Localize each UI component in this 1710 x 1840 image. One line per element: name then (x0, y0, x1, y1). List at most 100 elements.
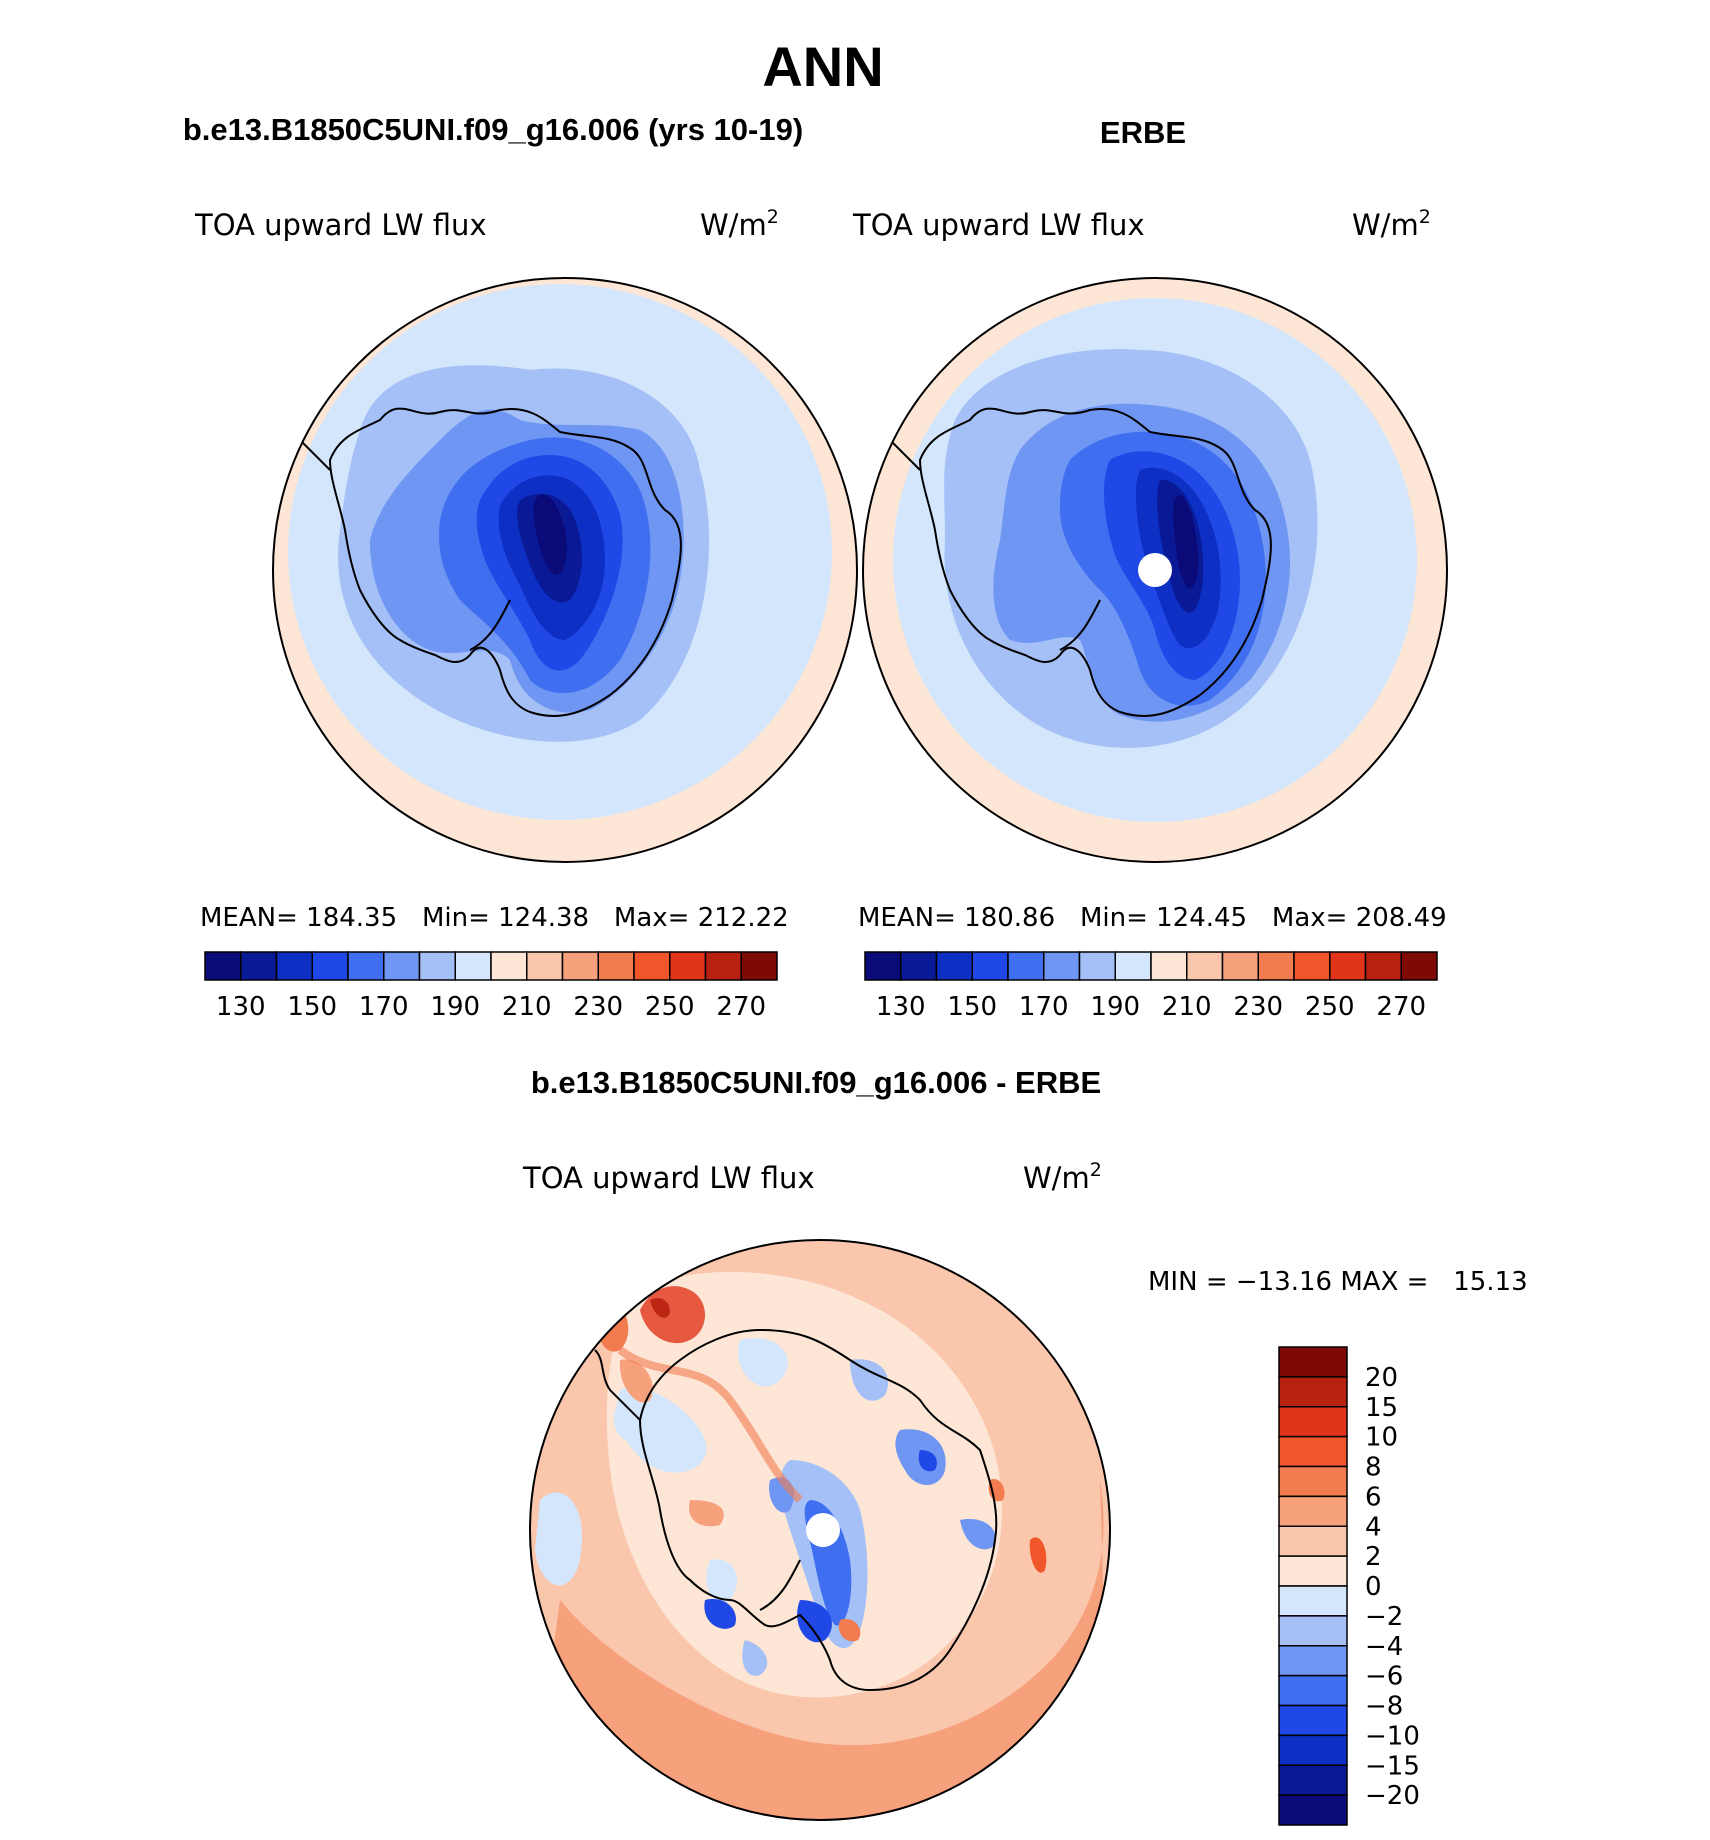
panel-diff-map-frame (529, 1239, 1111, 1821)
panel-model-colorbar-tick-label: 170 (359, 992, 409, 1022)
panel-diff-header: b.e13.B1850C5UNI.f09_g16.006 - ERBE (531, 1065, 1101, 1100)
panel-obs-colorbar-box (1257, 951, 1295, 981)
panel-model-map (273, 278, 857, 862)
panel-model-colorbar-tick-label: 250 (645, 992, 695, 1022)
panel-diff-colorbar-tick-label: 0 (1365, 1572, 1382, 1602)
panel-diff-colorbar-tick-label: −8 (1365, 1692, 1403, 1722)
panel-model-colorbar-box (490, 951, 528, 981)
panel-obs-colorbar-box (1400, 951, 1438, 981)
panel-model-colorbar-box (240, 951, 278, 981)
panel-model-units-exp: 2 (767, 206, 779, 228)
panel-model: b.e13.B1850C5UNI.f09_g16.006 (yrs 10-19)… (183, 112, 858, 1022)
panel-obs-colorbar-tick-label: 130 (876, 992, 926, 1022)
panel-model-colorbar-tick-label: 230 (573, 992, 623, 1022)
panel-obs-mean-label: MEAN= (858, 903, 956, 933)
panel-obs-stats: MEAN= 180.86 Min= 124.45 Max= 208.49 (858, 903, 1447, 933)
panel-diff-map (530, 1240, 1110, 1820)
panel-obs-colorbar-tick-label: 230 (1233, 992, 1283, 1022)
figure-title: ANN (762, 35, 883, 98)
panel-obs-max-label: Max= (1272, 903, 1348, 933)
panel-diff-colorbar-box (1278, 1615, 1348, 1647)
panel-diff-units-base: W/m (1023, 1161, 1090, 1195)
panel-obs-colorbar-box (1221, 951, 1259, 981)
panel-model-colorbar-box (597, 951, 635, 981)
panel-diff-colorbar-tick-label: 20 (1365, 1363, 1398, 1393)
panel-obs-colorbar-box (935, 951, 973, 981)
panel-obs-mean-value: 180.86 (964, 903, 1055, 933)
panel-obs-units-exp: 2 (1419, 206, 1431, 228)
panel-obs-colorbar-tick-label: 250 (1305, 992, 1355, 1022)
panel-diff-colorbar-tick-label: 8 (1365, 1453, 1382, 1483)
panel-diff-colorbar-box (1278, 1435, 1348, 1468)
panel-diff-colorbar-box (1278, 1794, 1348, 1826)
panel-obs-header: ERBE (1100, 115, 1186, 150)
panel-diff-minmax: MIN = −13.16 MAX = 15.13 (1148, 1267, 1528, 1297)
panel-model-colorbar-box (740, 951, 778, 981)
panel-model-max-value: 212.22 (698, 903, 789, 933)
panel-model-colorbar-box (561, 951, 599, 981)
panel-model-colorbar-tick-label: 190 (430, 992, 480, 1022)
panel-obs-colorbar-tick-label: 270 (1376, 992, 1426, 1022)
panel-model-colorbar-box (347, 951, 385, 981)
panel-diff-colorbar-box (1278, 1704, 1348, 1737)
panel-model-colorbar-tick-label: 210 (502, 992, 552, 1022)
panel-model-colorbar-tick-label: 130 (216, 992, 266, 1022)
panel-model-colorbar-box (526, 951, 564, 981)
panel-diff-units: W/m2 (1023, 1159, 1102, 1195)
panel-model-mean-label: MEAN= (200, 903, 298, 933)
panel-model-colorbar-box (383, 951, 421, 981)
panel-diff-colorbar-box (1278, 1406, 1348, 1438)
panel-model-units: W/m2 (700, 206, 779, 242)
panel-model-colorbar-labels: 130 150 170 190 210 230 250 270 (216, 992, 766, 1022)
panel-diff-colorbar-tick-label: 10 (1365, 1423, 1398, 1453)
panel-obs-colorbar-tick-label: 190 (1090, 992, 1140, 1022)
panel-diff-colorbar-tick-label: −4 (1365, 1632, 1403, 1662)
panel-model-colorbar (204, 951, 778, 981)
panel-obs-colorbar-box (971, 951, 1009, 981)
panel-model-colorbar-box (204, 951, 242, 981)
panel-model-header: b.e13.B1850C5UNI.f09_g16.006 (yrs 10-19) (183, 112, 803, 147)
panel-diff-colorbar-box (1278, 1734, 1348, 1766)
panel-obs: ERBE TOA upward LW flux W/m2 MEAN= 180.8… (852, 115, 1448, 1022)
panel-diff-colorbar-box (1278, 1585, 1348, 1617)
panel-model-min-value: 124.38 (498, 903, 589, 933)
panel-obs-colorbar-tick-label: 170 (1019, 992, 1069, 1022)
panel-diff-variable: TOA upward LW flux (522, 1161, 815, 1195)
panel-diff-colorbar-box (1278, 1645, 1348, 1677)
panel-obs-colorbar-box (1186, 951, 1224, 981)
panel-obs-colorbar-box (1007, 951, 1045, 981)
panel-obs-colorbar-box (1329, 951, 1367, 981)
panel-obs-colorbar-box (1078, 951, 1116, 981)
panel-diff: b.e13.B1850C5UNI.f09_g16.006 - ERBE TOA … (522, 1065, 1528, 1826)
panel-diff-colorbar-box (1278, 1674, 1348, 1707)
panel-diff-colorbar-box (1278, 1525, 1348, 1557)
panel-obs-variable: TOA upward LW flux (852, 208, 1145, 242)
panel-diff-colorbar-tick-label: −20 (1365, 1781, 1420, 1811)
panel-obs-colorbar-box (864, 951, 902, 981)
panel-diff-colorbar-box (1278, 1495, 1348, 1527)
panel-obs-colorbar-box (1364, 951, 1402, 981)
panel-diff-colorbar-box (1278, 1346, 1348, 1378)
panel-obs-map (863, 278, 1447, 862)
panel-diff-colorbar-tick-label: −2 (1365, 1602, 1403, 1632)
panel-model-map-frame (272, 277, 858, 863)
panel-diff-colorbar-box (1278, 1465, 1348, 1498)
panel-diff-colorbar-tick-label: 2 (1365, 1542, 1382, 1572)
panel-model-colorbar-tick-label: 270 (716, 992, 766, 1022)
panel-model-colorbar-box (669, 951, 707, 981)
panel-model-colorbar-box (311, 951, 349, 981)
panel-obs-max-value: 208.49 (1356, 903, 1447, 933)
panel-diff-colorbar-box (1278, 1376, 1348, 1408)
panel-diff-colorbar-tick-label: −10 (1365, 1721, 1420, 1751)
panel-obs-units: W/m2 (1352, 206, 1431, 242)
panel-model-colorbar-box (454, 951, 492, 981)
panel-model-colorbar-box (418, 951, 456, 981)
panel-diff-units-exp: 2 (1090, 1159, 1102, 1181)
panel-obs-colorbar (864, 951, 1438, 981)
panel-obs-colorbar-box (1293, 951, 1331, 981)
panel-obs-colorbar-tick-label: 210 (1162, 992, 1212, 1022)
panel-model-variable: TOA upward LW flux (194, 208, 487, 242)
panel-diff-colorbar-tick-label: −15 (1365, 1751, 1420, 1781)
